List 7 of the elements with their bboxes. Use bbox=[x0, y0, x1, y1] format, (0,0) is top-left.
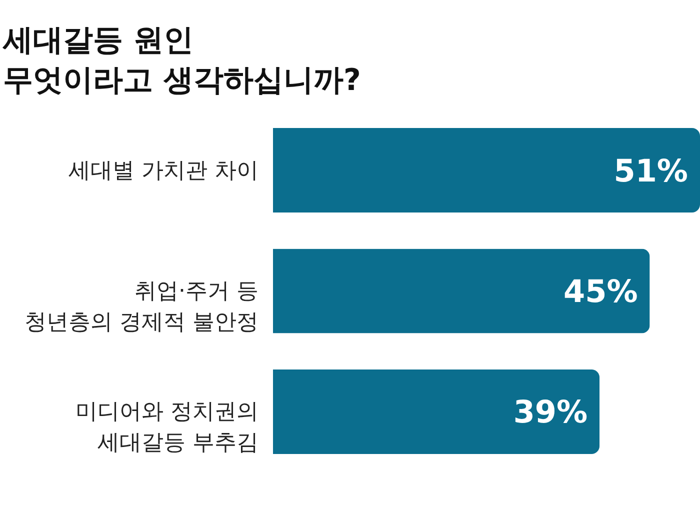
data-label: 39% bbox=[513, 394, 588, 431]
data-label: 51% bbox=[614, 153, 688, 190]
y-tick-label: 미디어와 정치권의 세대갈등 부추김 bbox=[76, 400, 258, 456]
text: 세대갈등 원인 무엇이라고 생각하십니까? bbox=[2, 23, 361, 98]
y-tick-label: 취업·주거 등 청년층의 경제적 불안정 bbox=[24, 279, 258, 335]
data-label: 45% bbox=[564, 274, 638, 310]
y-tick-label: 세대별 가치관 차이 bbox=[68, 158, 258, 184]
